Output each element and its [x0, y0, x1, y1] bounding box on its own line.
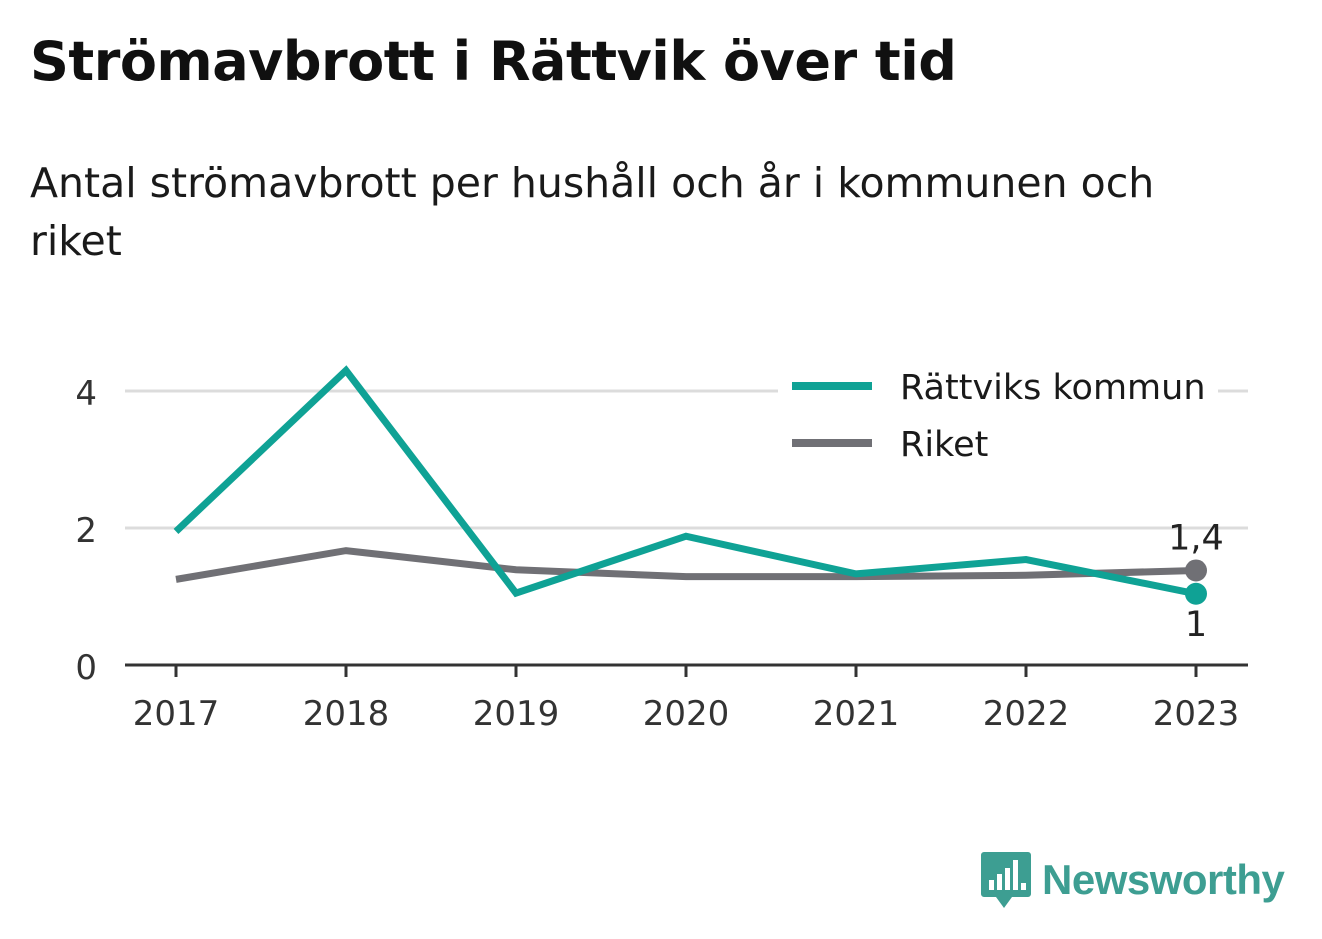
y-tick-label: 4	[75, 374, 97, 414]
end-label-rattviks-kommun: 1	[1185, 605, 1207, 645]
end-labels: 1,41	[1168, 518, 1224, 644]
x-tick-label: 2019	[473, 694, 560, 734]
brand-name: Newsworthy	[1042, 856, 1285, 903]
x-axis: 2017 2018 2019 2020 2021 2022 2023	[125, 663, 1248, 734]
x-tick-label: 2017	[133, 694, 220, 734]
legend: Rättviks kommun Riket	[778, 362, 1218, 474]
y-axis-ticks: 0 2 4	[75, 374, 97, 688]
y-tick-label: 2	[75, 511, 97, 551]
legend-label: Riket	[900, 425, 988, 465]
series-lines	[173, 365, 1207, 605]
bar-chart-speech-bubble-icon	[981, 852, 1031, 908]
end-point-marker	[1185, 582, 1207, 605]
x-tick-label: 2020	[643, 694, 730, 734]
x-tick-label: 2023	[1153, 694, 1240, 734]
legend-label: Rättviks kommun	[900, 368, 1206, 408]
y-tick-label: 0	[75, 648, 97, 688]
newsworthy-logo: Newsworthy	[980, 850, 1285, 910]
x-tick-label: 2022	[983, 694, 1070, 734]
series-line-rattviks-kommun	[173, 365, 1197, 598]
x-tick-label: 2018	[303, 694, 390, 734]
chart-subtitle: Antal strömavbrott per hushåll och år i …	[30, 159, 1155, 265]
chart-title: Strömavbrott i Rättvik över tid	[30, 30, 957, 93]
series-line-riket	[175, 547, 1197, 583]
legend-background	[778, 362, 1218, 474]
x-tick-label: 2021	[813, 694, 900, 734]
end-label-riket: 1,4	[1168, 518, 1224, 558]
end-point-marker	[1185, 559, 1207, 582]
